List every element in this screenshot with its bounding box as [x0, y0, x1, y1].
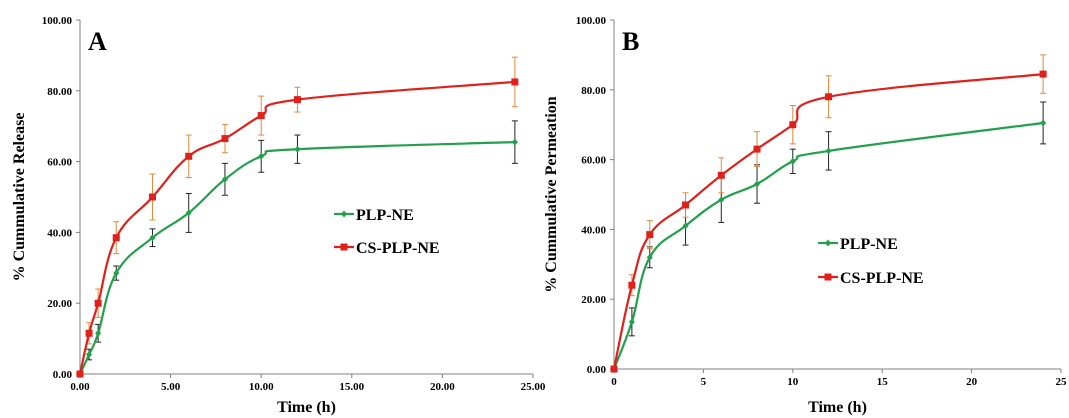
- series-line: [612, 73, 1044, 370]
- x-tick-label: 5.00: [161, 381, 181, 393]
- legend-label: PLP-NE: [840, 236, 898, 253]
- data-point: [825, 93, 833, 101]
- series-line: [612, 121, 1044, 370]
- x-tick-label: 10: [787, 376, 799, 388]
- legend-item-plp-ne: PLP-NE: [334, 207, 414, 224]
- data-point: [95, 329, 102, 337]
- data-point: [825, 147, 832, 155]
- data-point: [293, 96, 301, 104]
- x-axis-label: Time (h): [277, 399, 336, 416]
- y-axis-label: % Cummulative Release: [11, 113, 28, 282]
- data-point: [294, 145, 301, 153]
- y-tick-label: 60.00: [47, 157, 72, 169]
- x-tick-label: 0.00: [70, 381, 90, 393]
- legend-label: PLP-NE: [356, 207, 414, 224]
- data-point: [94, 299, 102, 307]
- data-point: [149, 234, 156, 242]
- series-plp-ne: [611, 101, 1047, 373]
- y-tick-label: 100.00: [42, 15, 73, 27]
- data-point: [185, 152, 193, 160]
- data-point: [511, 138, 518, 146]
- x-axis-label: Time (h): [808, 399, 867, 416]
- data-point: [511, 78, 519, 86]
- y-tick-label: 0.00: [53, 369, 73, 381]
- y-tick-label: 80.00: [581, 85, 606, 97]
- y-tick-label: 40.00: [581, 224, 606, 236]
- y-tick-label: 60.00: [581, 155, 606, 167]
- data-point: [789, 121, 797, 129]
- legend-marker: [341, 210, 347, 218]
- data-point: [221, 175, 228, 183]
- y-tick-label: 20.00: [581, 294, 606, 306]
- legend-item-plp-ne: PLP-NE: [818, 236, 898, 253]
- x-tick-label: 10.00: [249, 381, 274, 393]
- data-point: [717, 171, 725, 179]
- data-point: [258, 152, 265, 160]
- data-point: [646, 231, 654, 239]
- legend-marker: [825, 239, 831, 247]
- x-tick-label: 15: [877, 376, 889, 388]
- data-point: [113, 269, 120, 277]
- x-tick-label: 5: [701, 376, 707, 388]
- data-point: [112, 234, 120, 242]
- data-point: [76, 370, 84, 378]
- data-point: [718, 196, 725, 204]
- data-point: [610, 365, 618, 373]
- y-tick-label: 100.00: [576, 15, 607, 27]
- legend-label: CS-PLP-NE: [356, 240, 440, 257]
- data-point: [628, 318, 635, 326]
- legend-marker: [340, 243, 348, 251]
- data-point: [628, 281, 636, 289]
- legend-marker: [824, 273, 832, 281]
- x-tick-label: 15.00: [339, 381, 364, 393]
- data-point: [754, 180, 761, 188]
- panel-letter: A: [88, 27, 107, 56]
- data-point: [789, 157, 796, 165]
- y-tick-label: 20.00: [47, 298, 72, 310]
- legend-label: CS-PLP-NE: [840, 270, 924, 287]
- legend-item-cs-plp-ne: CS-PLP-NE: [334, 240, 440, 257]
- y-tick-label: 80.00: [47, 86, 72, 98]
- data-point: [257, 112, 265, 120]
- data-point: [85, 329, 93, 337]
- series-cs-plp-ne: [76, 56, 519, 378]
- data-point: [1040, 119, 1047, 127]
- data-point: [185, 209, 192, 217]
- data-point: [682, 222, 689, 230]
- data-point: [646, 253, 653, 261]
- series-plp-ne: [77, 120, 518, 378]
- y-tick-label: 40.00: [47, 227, 72, 239]
- chart-panel-b: 0.00 20.00 40.00 60.00 80.00 100.00 0 5 10 15 20 25…: [543, 15, 1067, 416]
- series-line: [78, 80, 515, 375]
- series-cs-plp-ne: [610, 54, 1047, 373]
- data-point: [753, 145, 761, 153]
- data-point: [221, 135, 229, 143]
- x-tick-label: 0: [611, 376, 617, 388]
- x-tick-label: 20: [966, 376, 978, 388]
- data-point: [1039, 70, 1047, 78]
- chart-panel-a: 0.00 20.00 40.00 60.00 80.00 100.00 0.00 5.00 10…: [11, 15, 546, 416]
- x-tick-label: 25.00: [521, 381, 546, 393]
- legend-item-cs-plp-ne: CS-PLP-NE: [818, 270, 924, 287]
- x-tick-label: 20.00: [430, 381, 455, 393]
- panel-letter: B: [622, 27, 639, 56]
- y-tick-label: 0.00: [587, 364, 607, 376]
- series-line: [79, 141, 515, 375]
- y-axis-label: % Cummulative Permeation: [543, 96, 560, 293]
- data-point: [86, 351, 93, 359]
- x-tick-label: 25: [1056, 376, 1068, 388]
- data-point: [682, 201, 690, 209]
- data-point: [148, 193, 156, 201]
